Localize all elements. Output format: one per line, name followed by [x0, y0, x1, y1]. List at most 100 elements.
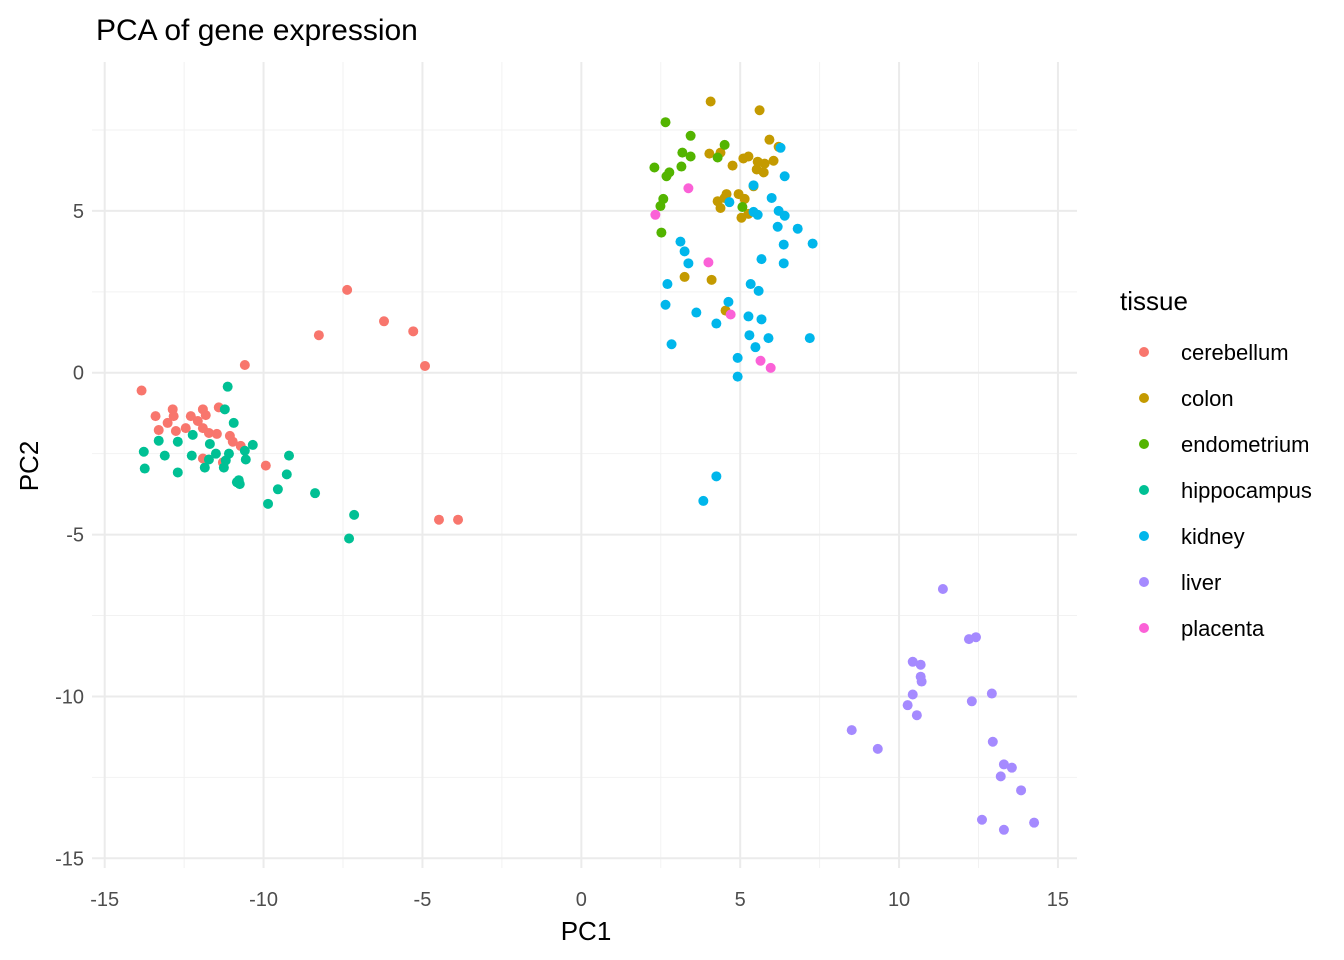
- legend-item-kidney: kidney: [1139, 524, 1245, 549]
- legend-item-liver: liver: [1139, 570, 1221, 595]
- point-liver: [998, 759, 1009, 770]
- point-liver: [911, 710, 922, 721]
- point-endometrium: [661, 171, 672, 182]
- point-hippocampus: [247, 439, 258, 450]
- point-hippocampus: [204, 438, 215, 449]
- point-kidney: [804, 333, 815, 344]
- point-hippocampus: [172, 467, 183, 478]
- chart-title: PCA of gene expression: [96, 14, 418, 47]
- point-hippocampus: [203, 454, 214, 465]
- point-hippocampus: [310, 488, 321, 499]
- series-liver: [846, 583, 1040, 835]
- series-cerebellum: [136, 284, 464, 525]
- point-kidney: [666, 339, 677, 350]
- point-kidney: [660, 299, 671, 310]
- point-hippocampus: [234, 479, 245, 490]
- point-cerebellum: [180, 423, 191, 434]
- point-cerebellum: [211, 428, 222, 439]
- legend-item-cerebellum: cerebellum: [1139, 340, 1289, 365]
- point-colon: [764, 134, 775, 145]
- x-tick-label: -5: [414, 889, 432, 911]
- legend-key-hippocampus: [1139, 485, 1149, 495]
- point-colon: [758, 167, 769, 178]
- point-kidney: [698, 495, 709, 506]
- legend-item-placenta: placenta: [1139, 616, 1265, 641]
- point-liver: [907, 689, 918, 700]
- x-tick-label: 5: [735, 889, 746, 911]
- point-kidney: [675, 236, 686, 247]
- point-liver: [966, 696, 977, 707]
- point-hippocampus: [159, 450, 170, 461]
- legend-item-endometrium: endometrium: [1139, 432, 1309, 457]
- point-placenta: [650, 209, 661, 220]
- point-hippocampus: [138, 446, 149, 457]
- point-liver: [937, 583, 948, 594]
- point-endometrium: [685, 130, 696, 141]
- point-hippocampus: [349, 509, 360, 520]
- point-cerebellum: [239, 359, 250, 370]
- legend-key-cerebellum: [1139, 347, 1149, 357]
- point-cerebellum: [162, 417, 173, 428]
- point-placenta: [755, 355, 766, 366]
- x-tick-label: 0: [576, 889, 587, 911]
- series-hippocampus: [138, 381, 360, 544]
- legend-item-hippocampus: hippocampus: [1139, 478, 1312, 503]
- point-hippocampus: [344, 533, 355, 544]
- point-liver: [970, 632, 981, 643]
- point-endometrium: [649, 162, 660, 173]
- point-placenta: [683, 183, 694, 194]
- point-kidney: [772, 221, 783, 232]
- point-kidney: [679, 246, 690, 257]
- point-kidney: [732, 352, 743, 363]
- point-hippocampus: [281, 469, 292, 480]
- legend-title: tissue: [1120, 286, 1188, 316]
- point-hippocampus: [172, 436, 183, 447]
- series-kidney: [660, 142, 818, 506]
- point-colon: [768, 155, 779, 166]
- point-hippocampus: [219, 404, 230, 415]
- point-hippocampus: [263, 498, 274, 509]
- series-placenta: [650, 183, 776, 373]
- point-cerebellum: [408, 326, 419, 337]
- point-hippocampus: [284, 450, 294, 461]
- point-hippocampus: [222, 381, 233, 392]
- legend-label: colon: [1181, 386, 1234, 411]
- y-axis-ticks: -15 -10 -5 0 5: [55, 201, 84, 870]
- point-kidney: [778, 258, 789, 269]
- point-kidney: [779, 210, 790, 221]
- legend-key-endometrium: [1139, 439, 1149, 449]
- point-liver: [986, 688, 997, 699]
- legend-label: endometrium: [1181, 432, 1309, 457]
- point-hippocampus: [186, 450, 197, 461]
- point-liver: [1016, 785, 1027, 796]
- point-cerebellum: [342, 284, 353, 295]
- point-kidney: [807, 238, 818, 249]
- point-cerebellum: [453, 514, 464, 525]
- point-colon: [705, 96, 716, 107]
- point-endometrium: [677, 147, 688, 158]
- legend-label: placenta: [1181, 616, 1265, 641]
- point-kidney: [763, 333, 774, 344]
- point-colon: [759, 158, 770, 169]
- legend-key-colon: [1139, 393, 1149, 403]
- point-kidney: [766, 192, 777, 203]
- point-kidney: [752, 209, 763, 220]
- point-liver: [1006, 762, 1017, 773]
- y-tick-label: 5: [73, 201, 84, 223]
- point-hippocampus: [210, 448, 221, 459]
- x-tick-label: -15: [90, 889, 119, 911]
- point-kidney: [775, 142, 786, 153]
- point-hippocampus: [228, 417, 239, 428]
- point-colon: [704, 148, 715, 159]
- y-axis-title: PC2: [14, 441, 44, 492]
- x-axis-ticks: -15 -10 -5 0 5 10 15: [90, 889, 1069, 911]
- point-placenta: [725, 309, 736, 320]
- point-hippocampus: [199, 462, 210, 473]
- point-cerebellum: [227, 436, 238, 447]
- point-cerebellum: [170, 426, 181, 437]
- point-liver: [902, 700, 913, 711]
- point-kidney: [724, 197, 735, 208]
- point-colon: [715, 202, 726, 213]
- point-kidney: [662, 279, 673, 290]
- point-colon: [739, 193, 750, 204]
